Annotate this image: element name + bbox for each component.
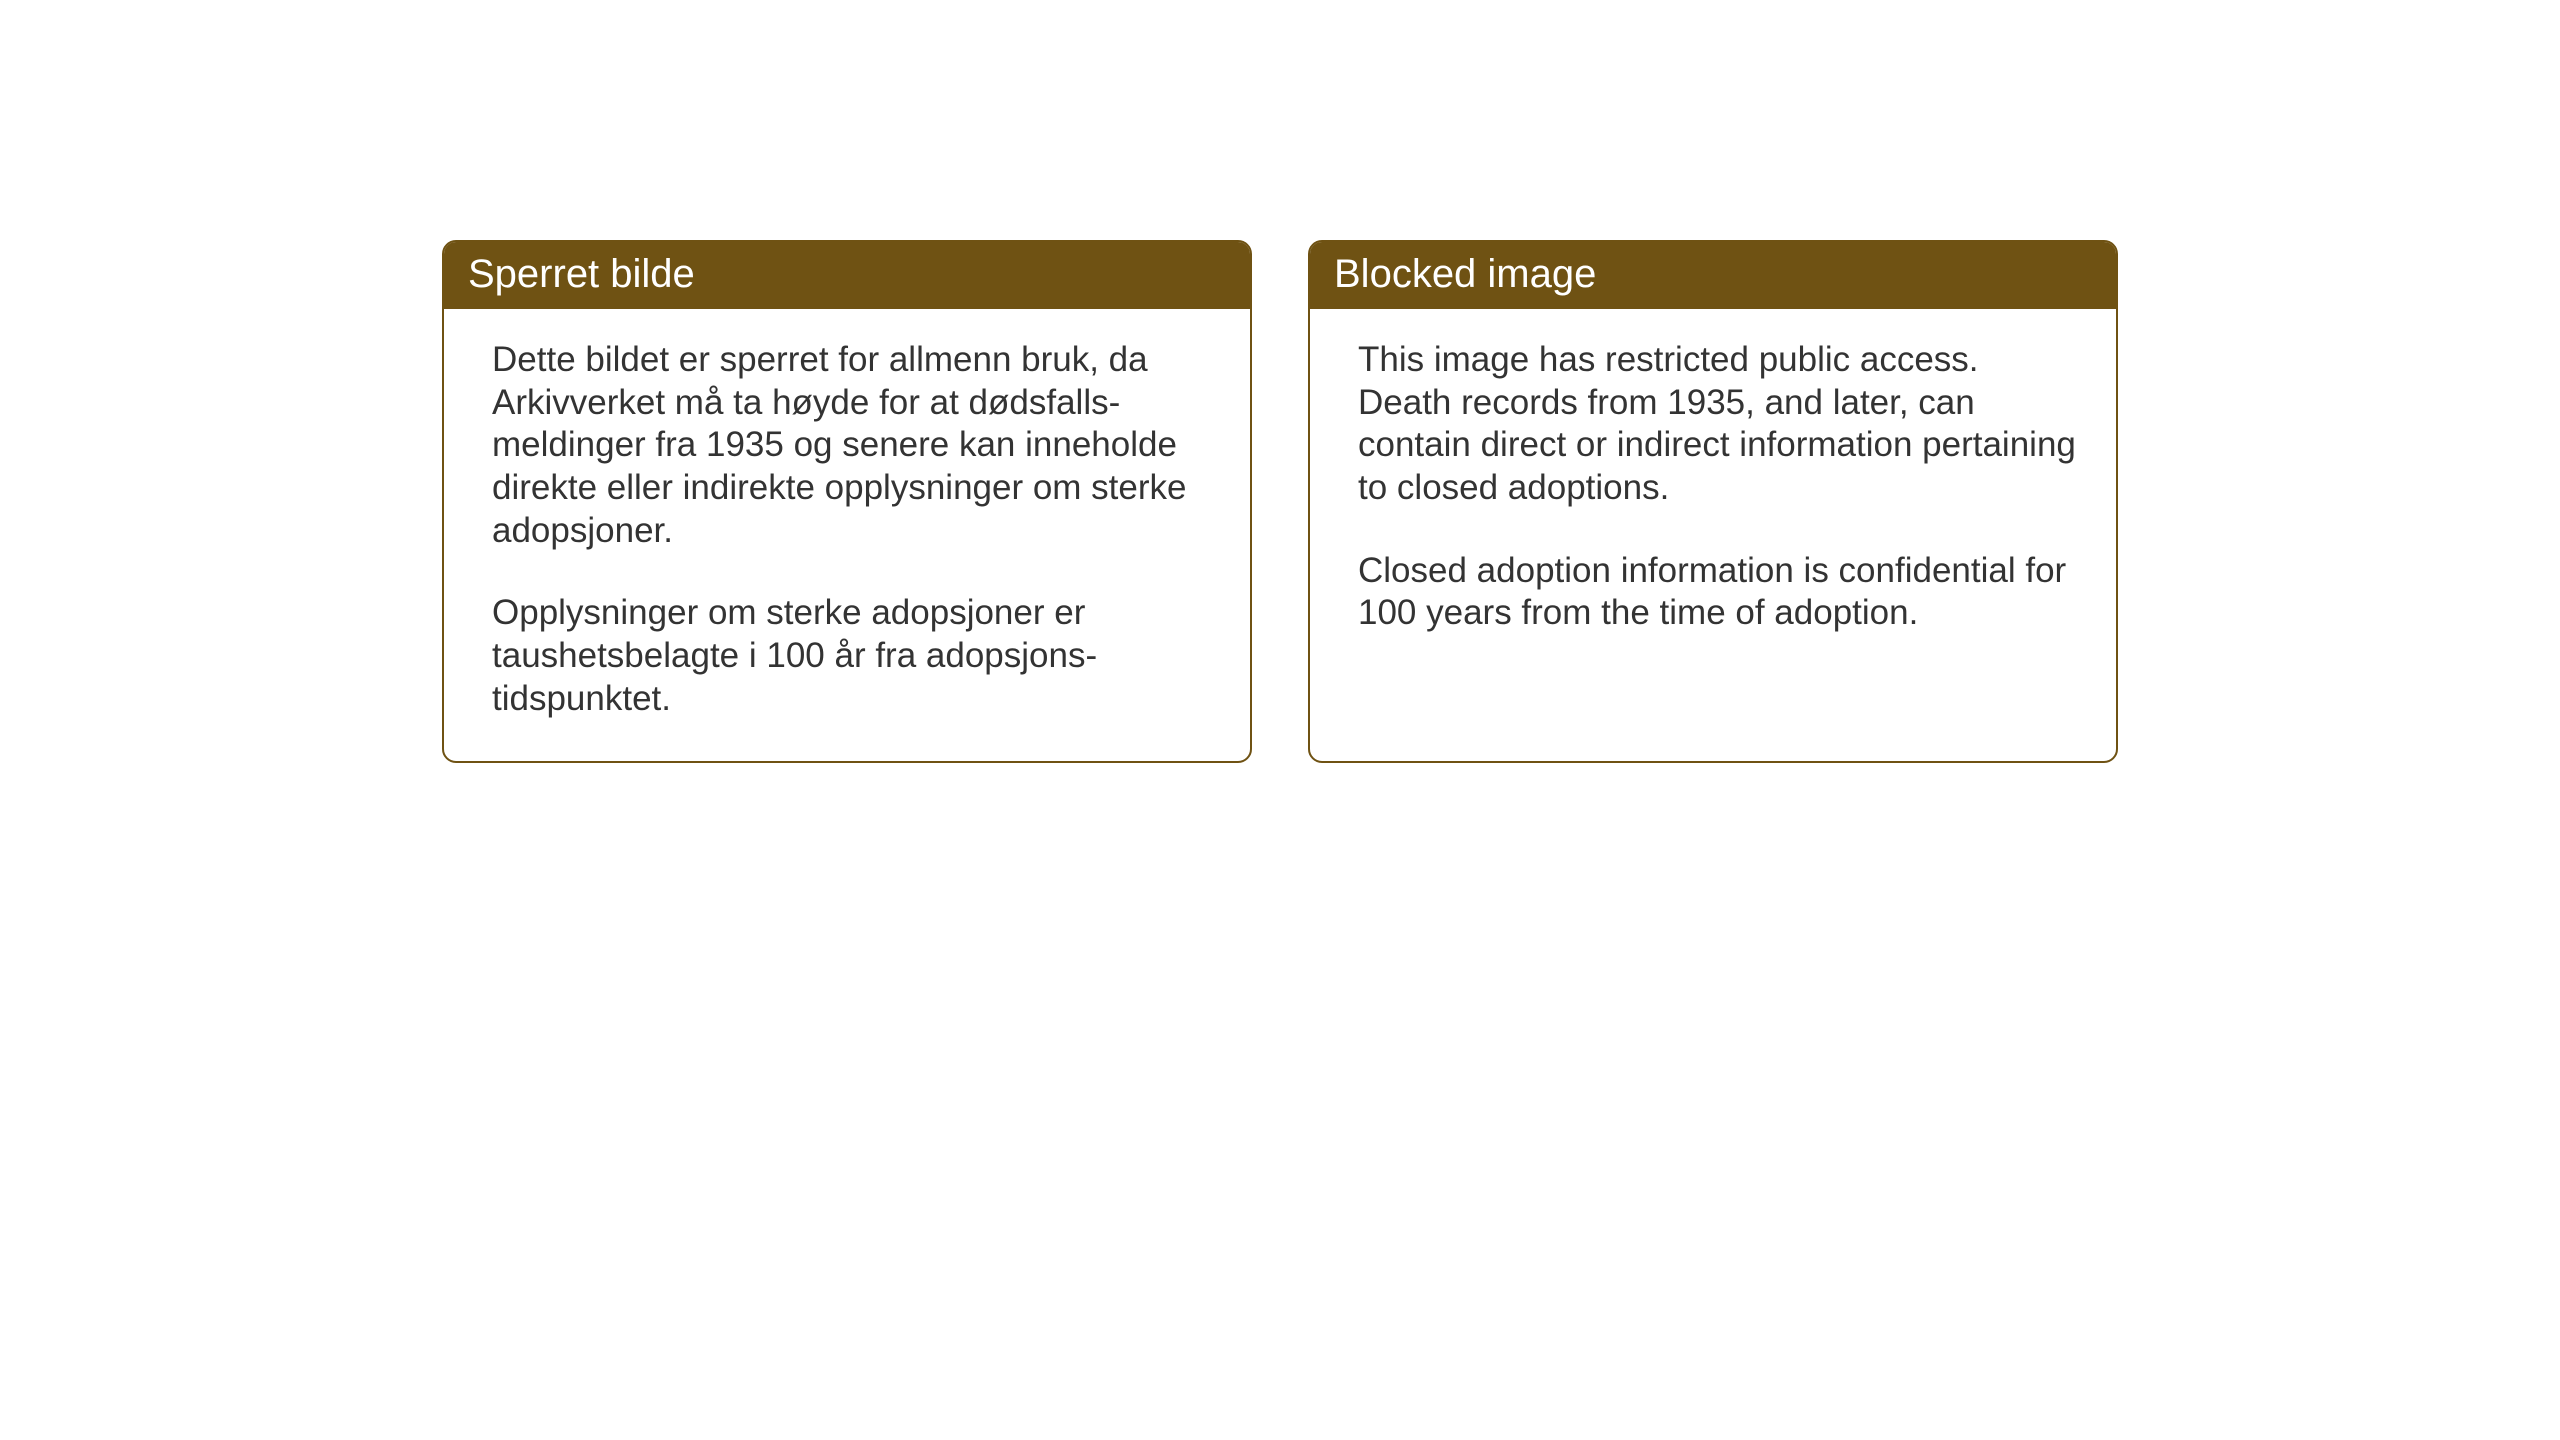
blocked-image-card-english: Blocked image This image has restricted … (1308, 240, 2118, 763)
blocked-image-card-norwegian: Sperret bilde Dette bildet er sperret fo… (442, 240, 1252, 763)
card-title-english: Blocked image (1310, 242, 2116, 309)
english-paragraph-2: Closed adoption information is confident… (1358, 550, 2076, 635)
norwegian-paragraph-2: Opplysninger om sterke adopsjoner er tau… (492, 592, 1210, 720)
card-body-english: This image has restricted public access.… (1310, 309, 2116, 675)
norwegian-paragraph-1: Dette bildet er sperret for allmenn bruk… (492, 339, 1210, 552)
card-title-norwegian: Sperret bilde (444, 242, 1250, 309)
card-body-norwegian: Dette bildet er sperret for allmenn bruk… (444, 309, 1250, 761)
english-paragraph-1: This image has restricted public access.… (1358, 339, 2076, 510)
message-container: Sperret bilde Dette bildet er sperret fo… (442, 240, 2118, 763)
